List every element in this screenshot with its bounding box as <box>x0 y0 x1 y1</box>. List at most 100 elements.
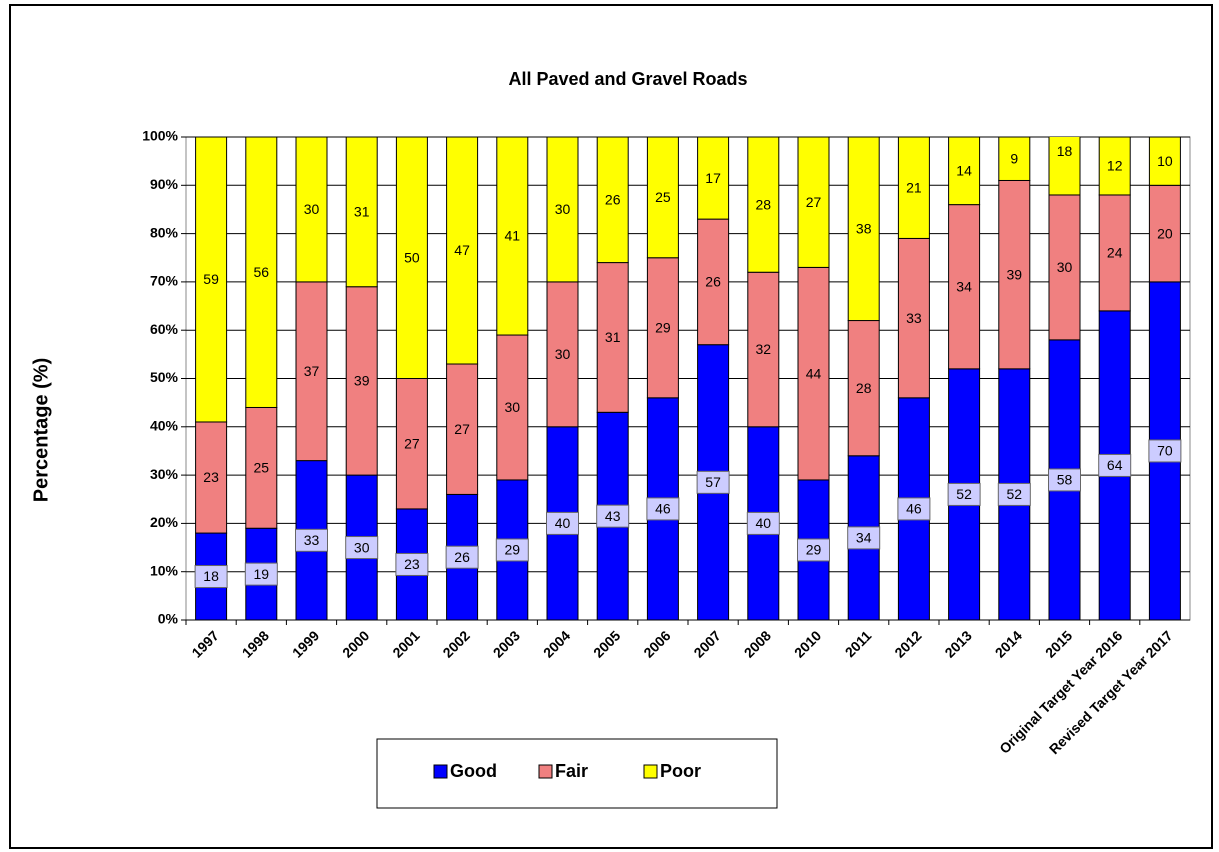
data-label: 30 <box>555 346 571 362</box>
data-label: 50 <box>404 249 420 265</box>
data-label: 23 <box>203 469 219 485</box>
label-box <box>797 538 830 562</box>
y-tick-label: 90% <box>150 176 179 192</box>
y-tick-label: 70% <box>150 273 179 289</box>
bar-segment <box>1148 184 1181 283</box>
chart-title: All Paved and Gravel Roads <box>508 69 747 89</box>
data-label: 59 <box>203 271 219 287</box>
data-label: 30 <box>354 539 370 555</box>
legend-label: Poor <box>660 761 701 781</box>
bar-segment <box>496 334 529 481</box>
label-box <box>546 511 579 535</box>
bar-segment <box>546 281 579 428</box>
label-box <box>244 562 278 586</box>
label-box <box>395 552 429 576</box>
data-label: 25 <box>655 189 671 205</box>
legend-label: Fair <box>555 761 588 781</box>
bar-segment <box>747 137 780 273</box>
y-tick-label: 60% <box>150 321 179 337</box>
data-label: 20 <box>1157 225 1173 241</box>
data-label: 56 <box>254 264 270 280</box>
bar-segment <box>897 137 930 239</box>
label-box <box>947 482 981 506</box>
data-label: 33 <box>304 532 320 548</box>
y-tick-label: 50% <box>150 369 179 385</box>
data-label: 33 <box>906 310 922 326</box>
data-label: 21 <box>906 179 922 195</box>
bar-segment <box>948 137 981 206</box>
data-label: 18 <box>203 568 219 584</box>
bar-segment <box>1148 137 1181 186</box>
data-label: 41 <box>505 228 521 244</box>
data-label: 17 <box>705 170 721 186</box>
data-label: 19 <box>254 566 270 582</box>
bar-segment <box>847 137 880 322</box>
y-tick-label: 40% <box>150 418 179 434</box>
label-box <box>646 497 680 521</box>
data-label: 32 <box>756 341 772 357</box>
bar-segment <box>697 218 730 346</box>
data-label: 40 <box>555 515 571 531</box>
bar-segment <box>646 137 679 259</box>
data-label: 28 <box>856 380 872 396</box>
legend-label: Good <box>450 761 497 781</box>
data-label: 30 <box>304 201 320 217</box>
data-label: 27 <box>404 435 420 451</box>
data-label: 64 <box>1107 457 1123 473</box>
data-label: 44 <box>806 365 822 381</box>
bar-segment <box>496 137 529 336</box>
data-label: 37 <box>304 363 320 379</box>
bar-segment <box>195 137 228 423</box>
legend-swatch <box>538 764 553 779</box>
bar-segment <box>948 204 981 370</box>
bar-segment <box>395 137 428 379</box>
data-label: 24 <box>1107 245 1123 261</box>
label-box <box>997 482 1031 506</box>
y-axis-label: Percentage (%) <box>30 358 52 503</box>
data-label: 26 <box>705 274 721 290</box>
bar-segment <box>295 281 328 462</box>
data-label: 58 <box>1057 472 1073 488</box>
bar-segment <box>697 137 730 220</box>
data-label: 31 <box>605 329 621 345</box>
label-box <box>1098 453 1132 477</box>
data-label: 30 <box>1057 259 1073 275</box>
bar-segment <box>1048 137 1081 196</box>
y-tick-label: 100% <box>142 128 178 144</box>
bar-segment <box>797 266 830 481</box>
bar-segment <box>395 378 428 510</box>
data-labels: 18 23 59 19 25 56 33 37 30 30 39 31 23 27 50 26 27 47 29 30… <box>194 143 1182 589</box>
label-box <box>1148 439 1182 463</box>
data-label: 30 <box>555 201 571 217</box>
y-tick-label: 30% <box>150 466 179 482</box>
data-label: 26 <box>454 549 470 565</box>
bar-segment <box>446 137 479 365</box>
label-box <box>847 526 881 550</box>
label-box <box>897 497 931 521</box>
data-label: 34 <box>856 530 872 546</box>
label-box <box>746 511 780 535</box>
y-tick-label: 0% <box>158 611 179 627</box>
data-label: 26 <box>605 191 621 207</box>
bar-segment <box>195 421 228 534</box>
data-label: 27 <box>806 194 822 210</box>
bar-segment <box>998 179 1031 370</box>
label-box <box>1048 468 1081 492</box>
bar-segment <box>1098 137 1131 196</box>
data-label: 14 <box>956 163 972 179</box>
bar-segment <box>1048 194 1081 341</box>
bar-segment <box>446 363 479 495</box>
legend-swatch <box>433 764 448 779</box>
data-label: 25 <box>254 460 270 476</box>
bar-segment <box>646 257 679 399</box>
bar-segment <box>546 137 579 283</box>
bar-segment <box>245 137 278 408</box>
bar-segment <box>345 137 378 288</box>
label-box <box>194 565 228 589</box>
data-label: 18 <box>1057 143 1073 159</box>
data-label: 52 <box>1007 486 1023 502</box>
bar-segment <box>295 137 328 283</box>
bar-segment <box>797 137 830 268</box>
label-box <box>445 545 479 569</box>
